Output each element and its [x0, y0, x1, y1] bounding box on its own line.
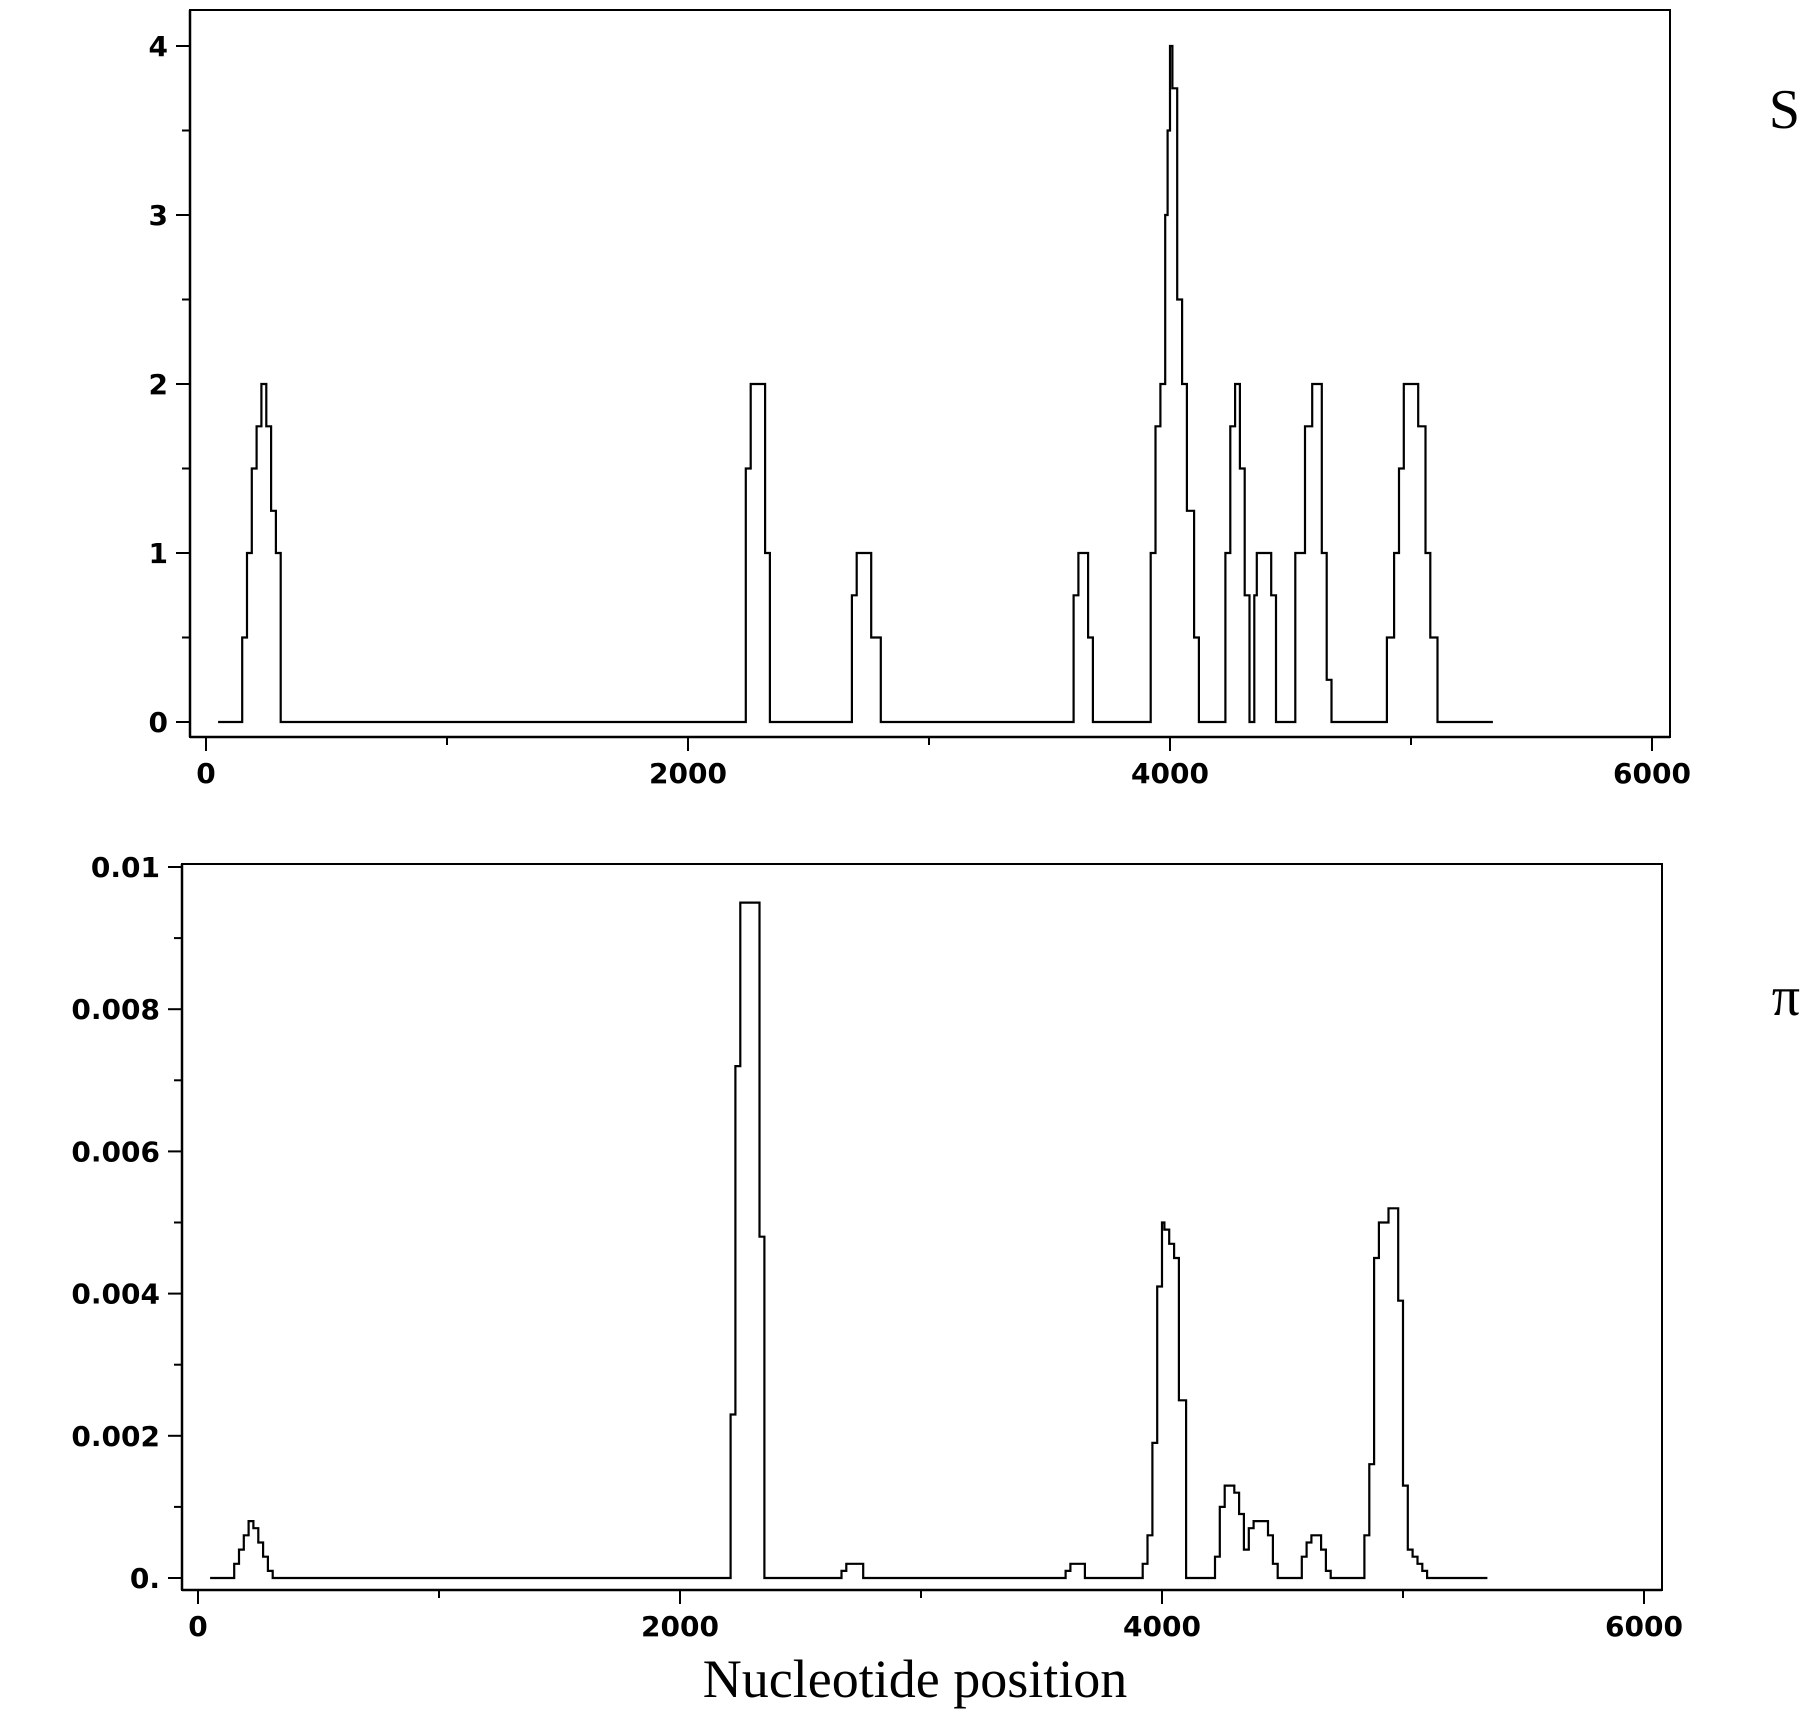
series-line	[218, 44, 1493, 724]
y-tick-label: 1	[149, 537, 168, 570]
y-tick-label: 3	[149, 199, 168, 232]
y-tick-label: 0	[149, 706, 168, 739]
x-tick-label: 2000	[649, 757, 727, 790]
x-tick-label: 4000	[1123, 1610, 1201, 1643]
panel-s: 0 1 2 3 4 0 2000 4000 6000 S	[149, 9, 1800, 790]
panel-label: π	[1772, 966, 1800, 1028]
y-tick-label: 0.004	[71, 1278, 160, 1311]
x-axis-label: Nucleotide position	[703, 1649, 1127, 1709]
panel-pi: 0. 0.002 0.004 0.006 0.008 0.01 0 2000 4000 6000 π	[71, 851, 1800, 1643]
x-tick-label: 4000	[1131, 757, 1209, 790]
y-tick-label: 0.01	[91, 851, 160, 884]
y-tick-label: 0.006	[71, 1135, 160, 1168]
x-tick-label: 2000	[641, 1610, 719, 1643]
y-tick-label: 4	[149, 30, 168, 63]
x-tick-label: 6000	[1613, 757, 1691, 790]
x-tick-label: 6000	[1605, 1610, 1683, 1643]
x-tick-label: 0	[188, 1610, 207, 1643]
panel-label: S	[1769, 79, 1800, 141]
y-tick-label: 0.002	[71, 1420, 160, 1453]
y-tick-label: 0.008	[71, 993, 160, 1026]
y-tick-label: 0.	[130, 1562, 160, 1595]
plot-frame	[189, 9, 1671, 738]
series-line	[210, 901, 1488, 1580]
plot-frame	[181, 863, 1663, 1591]
y-tick-label: 2	[149, 368, 168, 401]
x-tick-label: 0	[196, 757, 215, 790]
